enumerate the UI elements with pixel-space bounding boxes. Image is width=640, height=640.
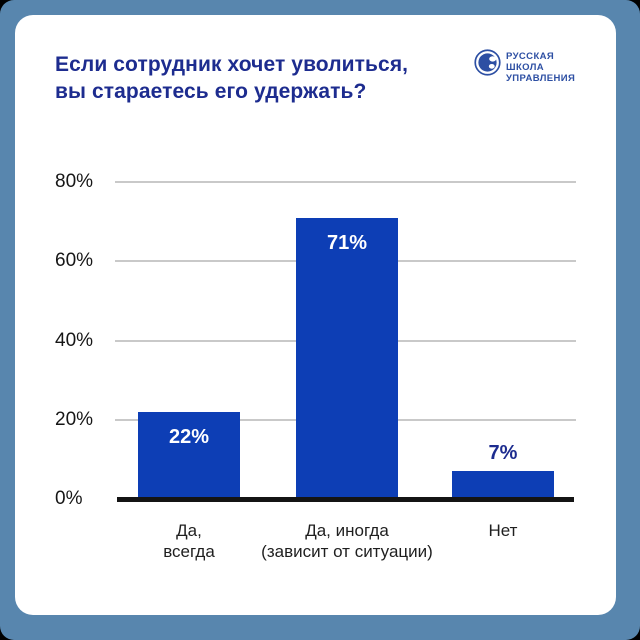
bar-chart: 80% 60% 40% 20% 0% 22% Да, всегда 71% Да, иногда (…	[15, 15, 616, 615]
y-axis-tick-label: 0%	[55, 488, 83, 509]
category-label: Да, всегда	[59, 520, 319, 562]
page-title: Если сотрудник хочет уволиться, вы стара…	[55, 53, 409, 103]
x-axis-line	[117, 497, 574, 502]
category-label-line: всегда	[163, 542, 215, 561]
y-axis-tick-label: 40%	[55, 329, 94, 351]
globe-logo-icon	[474, 49, 501, 76]
category-label-line: (зависит от ситуации)	[261, 542, 433, 561]
y-axis-tick-label: 20%	[55, 408, 94, 430]
bar	[138, 411, 240, 499]
bar-value-label: 22%	[168, 426, 210, 449]
chart-card: Если сотрудник хочет уволиться, вы стара…	[15, 15, 616, 615]
category-label: Да, иногда (зависит от ситуации)	[217, 520, 477, 562]
category-label-line: Да,	[176, 521, 202, 540]
category-label: Нет	[373, 520, 633, 541]
bar	[296, 217, 398, 499]
category-label-line: Да, иногда	[305, 521, 389, 540]
bar-value-label: 71%	[326, 232, 368, 255]
y-axis-tick-label: 60%	[55, 250, 94, 272]
y-axis-tick-label: 80%	[55, 171, 94, 192]
category-label-line: Нет	[488, 521, 518, 540]
bar-value-label: 7%	[488, 441, 518, 464]
bar	[452, 471, 554, 499]
brand-logo: РУССКАЯ ШКОЛА УПРАВЛЕНИЯ	[474, 49, 575, 84]
brand-logo-text: РУССКАЯ ШКОЛА УПРАВЛЕНИЯ	[506, 51, 576, 84]
gridline	[115, 181, 576, 183]
